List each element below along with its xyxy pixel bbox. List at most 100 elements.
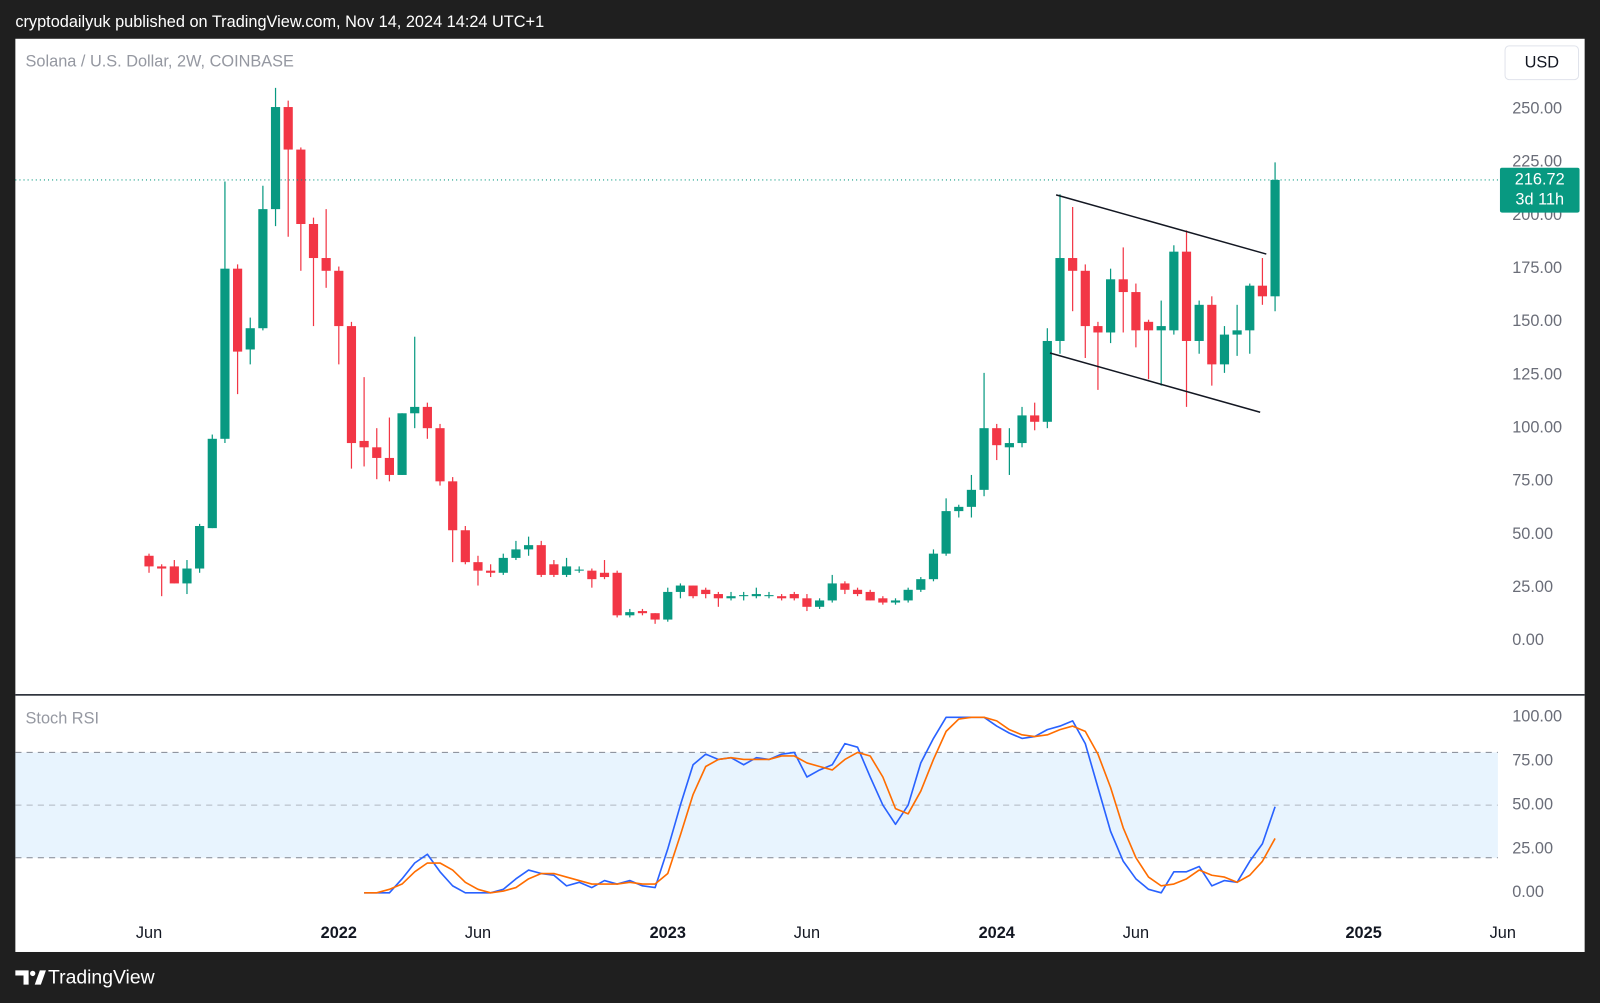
x-tick-label: 2025: [1345, 924, 1381, 942]
candle-body: [207, 438, 217, 529]
candle-body: [612, 572, 622, 616]
candle-body: [511, 549, 521, 558]
x-tick-label: 2022: [321, 924, 357, 942]
logo-slash: [34, 970, 46, 985]
x-tick-label: Jun: [465, 924, 491, 942]
candle-body: [245, 328, 255, 350]
y-tick-label: 75.00: [1512, 472, 1553, 490]
y-tick-label: 100.00: [1512, 418, 1562, 436]
candle-body: [954, 506, 964, 512]
candle-body: [1219, 334, 1230, 365]
x-tick-label: Jun: [1123, 924, 1149, 942]
y-tick-label: 225.00: [1512, 153, 1562, 171]
stoch-pane-title: Stoch RSI: [26, 710, 99, 728]
y-tick-label: 25.00: [1512, 839, 1553, 857]
y-tick-label: 25.00: [1512, 578, 1553, 596]
candle-body: [397, 413, 407, 475]
candle-body: [814, 600, 825, 607]
candle-body: [169, 566, 179, 584]
candle-body: [1169, 251, 1179, 331]
candle-body: [1232, 330, 1242, 335]
candle-body: [308, 224, 319, 259]
candle-body: [157, 566, 167, 569]
logo-mark: [15, 970, 29, 985]
candle-body: [587, 570, 597, 580]
y-tick-label: 150.00: [1512, 312, 1562, 330]
plot: [15, 87, 1498, 894]
candle-body: [220, 268, 230, 439]
candle-body: [1106, 279, 1116, 333]
candle-body: [878, 598, 888, 603]
candle-body: [916, 579, 926, 590]
publisher-line: cryptodailyuk published on TradingView.c…: [15, 13, 544, 31]
logo-dot: [30, 970, 36, 977]
candle-body: [1030, 415, 1040, 422]
candle-body: [625, 612, 635, 616]
candle-body: [460, 530, 470, 563]
currency-button[interactable]: [1504, 45, 1580, 81]
candle-body: [359, 440, 369, 448]
candle-body: [890, 600, 901, 603]
candle-body: [802, 598, 812, 607]
candle-body: [1017, 415, 1027, 444]
candle-body: [751, 594, 761, 597]
candle-body: [144, 555, 154, 567]
candle-body: [903, 589, 913, 601]
y-tick-label: 75.00: [1512, 752, 1553, 770]
candle-body: [1004, 443, 1014, 448]
candle-body: [966, 489, 977, 507]
brand-logo: [15, 970, 46, 985]
candle-body: [384, 457, 395, 475]
candle-body: [1080, 270, 1090, 327]
candle-body: [498, 557, 508, 573]
candle-body: [1131, 292, 1141, 331]
y-tick-label: 0.00: [1512, 631, 1544, 649]
candle-body: [777, 596, 787, 599]
currency-label[interactable]: USD: [1525, 54, 1559, 72]
candle-body: [574, 569, 584, 571]
candle-body: [701, 589, 711, 595]
candle-body: [675, 585, 686, 592]
x-tick-label: Jun: [1490, 924, 1516, 942]
x-tick-label: Jun: [136, 924, 162, 942]
x-tick-label: 2023: [650, 924, 686, 942]
candle-body: [435, 428, 445, 482]
candle-body: [739, 595, 749, 597]
candle-body: [992, 428, 1002, 446]
candle-body: [549, 564, 559, 575]
trendline-upper: [1055, 194, 1267, 255]
candle-body: [599, 572, 610, 578]
y-tick-label: 50.00: [1512, 795, 1553, 813]
candle-body: [852, 589, 863, 595]
y-tick-label: 0.00: [1512, 883, 1544, 901]
candle-body: [764, 595, 774, 597]
candle-body: [1156, 326, 1166, 331]
candle-body: [1270, 179, 1280, 297]
x-tick-label: Jun: [794, 924, 820, 942]
candle-body: [195, 525, 205, 569]
candle-body: [1118, 279, 1128, 293]
candle-body: [536, 545, 546, 575]
y-tick-label: 125.00: [1512, 365, 1562, 383]
candle-body: [827, 583, 837, 601]
candle-body: [1245, 285, 1255, 331]
candle-body: [270, 107, 281, 210]
candle-body: [1257, 285, 1268, 297]
candle-body: [473, 562, 483, 571]
candle-body: [523, 545, 534, 550]
candle-body: [346, 326, 357, 444]
candle-body: [334, 270, 344, 327]
y-tick-label: 50.00: [1512, 525, 1553, 543]
brand-name: TradingView: [48, 967, 156, 989]
candle-body: [726, 596, 736, 599]
candle-body: [296, 149, 306, 225]
candle-body: [637, 611, 648, 614]
candle-body: [1042, 340, 1052, 422]
candle-body: [941, 511, 951, 554]
candle-body: [372, 447, 382, 458]
candle-body: [182, 568, 192, 584]
candle-body: [258, 209, 268, 329]
candle-body: [561, 566, 572, 575]
